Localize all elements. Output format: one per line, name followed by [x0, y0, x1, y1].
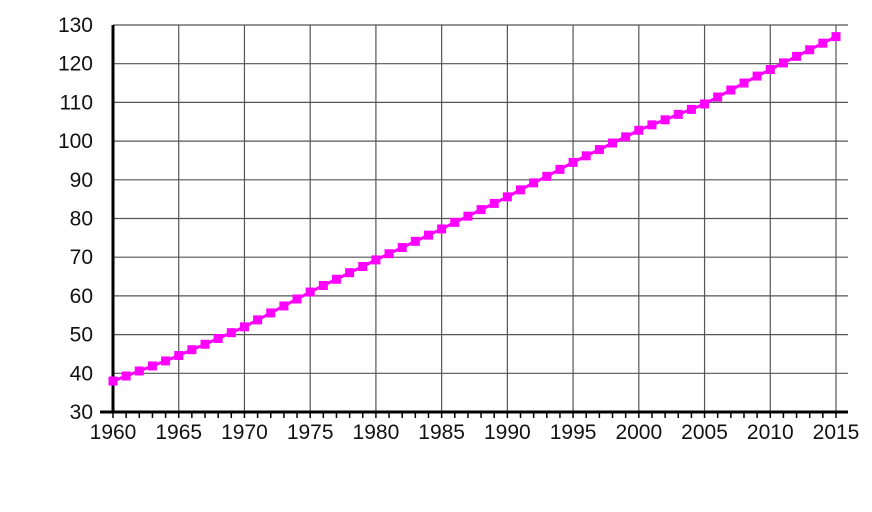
x-tick-label: 1985: [418, 421, 465, 444]
x-tick-label: 1975: [287, 421, 334, 444]
data-point: [778, 58, 788, 68]
data-point: [147, 361, 157, 371]
data-point: [686, 104, 696, 114]
data-point: [529, 178, 539, 188]
y-tick-label: 90: [70, 169, 93, 192]
data-point: [358, 261, 368, 271]
data-point: [226, 328, 236, 338]
data-point: [253, 315, 263, 325]
data-point: [700, 99, 710, 109]
x-tick-label: 2000: [615, 421, 662, 444]
data-point: [476, 205, 486, 215]
data-point: [489, 198, 499, 208]
data-point: [673, 109, 683, 119]
x-tick-label: 1995: [550, 421, 597, 444]
data-point: [713, 92, 723, 102]
y-tick-label: 40: [70, 362, 93, 385]
data-point: [345, 268, 355, 278]
data-point: [594, 145, 604, 155]
data-point: [108, 376, 118, 386]
data-point: [739, 78, 749, 88]
data-point: [174, 350, 184, 360]
data-point: [542, 171, 552, 181]
axes: [100, 25, 848, 418]
data-point: [213, 333, 223, 343]
data-point: [660, 115, 670, 125]
x-tick-label: 1965: [155, 421, 202, 444]
grid: [113, 24, 848, 412]
data-point: [384, 249, 394, 259]
data-point: [568, 157, 578, 167]
y-tick-label: 130: [58, 14, 93, 37]
series: [108, 32, 841, 386]
x-tick-label: 2015: [813, 421, 860, 444]
data-point: [187, 345, 197, 355]
data-point: [555, 164, 565, 174]
data-point: [121, 371, 131, 381]
data-point: [792, 51, 802, 61]
data-point: [292, 294, 302, 304]
data-point: [647, 120, 657, 130]
data-point: [581, 151, 591, 161]
data-point: [831, 32, 841, 42]
y-tick-label: 30: [70, 401, 93, 424]
data-point: [305, 287, 315, 297]
data-point: [410, 236, 420, 246]
data-point: [502, 192, 512, 202]
x-tick-label: 1970: [221, 421, 268, 444]
data-point: [752, 71, 762, 81]
y-tick-label: 60: [70, 285, 93, 308]
data-point: [200, 339, 210, 349]
data-point: [818, 38, 828, 48]
x-tick-label: 2010: [747, 421, 794, 444]
data-point: [516, 185, 526, 195]
data-point: [423, 230, 433, 240]
x-tick-label: 2005: [681, 421, 728, 444]
data-point: [397, 243, 407, 253]
data-point: [437, 224, 447, 234]
y-tick-label: 50: [70, 324, 93, 347]
data-point: [161, 356, 171, 366]
data-point: [279, 301, 289, 311]
data-point: [463, 211, 473, 221]
data-point: [634, 125, 644, 135]
data-point: [726, 85, 736, 95]
data-point: [331, 274, 341, 284]
data-point: [805, 45, 815, 55]
y-tick-label: 70: [70, 246, 93, 269]
data-point: [450, 217, 460, 227]
y-tick-label: 80: [70, 208, 93, 231]
data-point: [318, 280, 328, 290]
data-point: [608, 138, 618, 148]
tick-labels: 30 40 50 60 70 80 90 100 110 120 130 1960 1965 1970 19…: [58, 14, 859, 444]
x-tick-label: 1960: [90, 421, 137, 444]
x-tick-label: 1990: [484, 421, 531, 444]
data-point: [621, 132, 631, 142]
data-point: [266, 308, 276, 318]
data-point: [134, 366, 144, 376]
data-point: [371, 255, 381, 265]
y-tick-label: 100: [58, 130, 93, 153]
data-point: [765, 65, 775, 75]
x-tick-label: 1980: [353, 421, 400, 444]
y-tick-label: 120: [58, 53, 93, 76]
y-tick-label: 110: [60, 91, 93, 114]
data-point: [239, 322, 249, 332]
